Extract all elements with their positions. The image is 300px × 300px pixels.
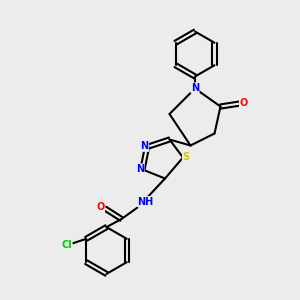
Text: N: N [191,83,199,93]
Text: S: S [182,152,190,163]
Text: Cl: Cl [61,240,72,250]
Text: N: N [140,141,149,152]
Text: O: O [96,202,105,212]
Text: N: N [136,164,144,174]
Text: O: O [239,98,248,109]
Text: NH: NH [137,196,154,207]
